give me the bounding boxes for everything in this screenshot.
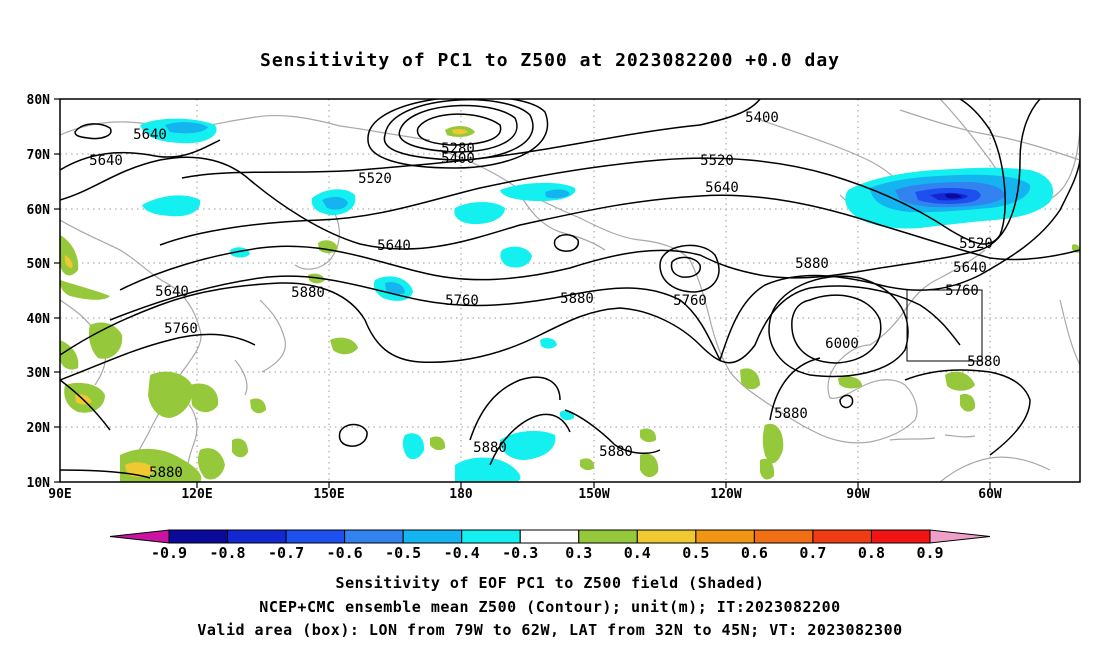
contour-label: 5880: [560, 291, 594, 307]
contour-label: 5640: [133, 127, 167, 143]
lon-label: 90E: [48, 487, 71, 502]
contour-label: 6000: [825, 336, 859, 352]
contour-label: 5640: [89, 153, 123, 169]
contour-label: 5880: [291, 285, 325, 301]
contour-label: 5880: [149, 465, 183, 481]
contour-label: 5760: [673, 293, 707, 309]
contour-label: 5400: [441, 151, 475, 167]
lon-label: 60W: [978, 487, 1002, 502]
lat-label: 60N: [27, 203, 51, 218]
contour-label: 5760: [164, 321, 198, 337]
lon-label: 120E: [181, 487, 212, 502]
contour-label: 5400: [745, 110, 779, 126]
lon-label: 150W: [578, 487, 609, 502]
lat-label: 20N: [27, 421, 51, 436]
contour-label: 5880: [774, 406, 808, 422]
contour-label: 5880: [967, 354, 1001, 370]
lon-label: 90W: [846, 487, 870, 502]
negative-sensitivity-patches: [140, 118, 1054, 482]
tick-marks: [54, 98, 991, 488]
lon-label: 150E: [313, 487, 344, 502]
lon-label: 180: [449, 487, 473, 502]
contour-label: 5640: [155, 284, 189, 300]
map-title: Sensitivity of PC1 to Z500 at 2023082200…: [259, 50, 840, 71]
contour-label: 5760: [945, 283, 979, 299]
contour-label: 5520: [700, 153, 734, 169]
caption-shaded: Sensitivity of EOF PC1 to Z500 field (Sh…: [335, 574, 765, 592]
sensitivity-shading: [60, 118, 1080, 482]
contour-label: 5520: [959, 236, 993, 252]
coastlines: [60, 99, 1080, 482]
contour-label: 5520: [358, 171, 392, 187]
lat-label: 50N: [27, 257, 51, 272]
caption-contour: NCEP+CMC ensemble mean Z500 (Contour); u…: [259, 598, 841, 616]
valid-area-box: [906, 289, 983, 362]
lat-label: 80N: [27, 93, 51, 108]
contour-label: 5880: [599, 444, 633, 460]
contour-label: 5280: [441, 141, 475, 157]
lat-label: 10N: [27, 476, 51, 491]
contour-label: 5640: [377, 238, 411, 254]
contour-label: 5880: [473, 440, 507, 456]
contour-label: 5640: [705, 180, 739, 196]
grid-lines: [60, 99, 1080, 482]
contour-label: 5760: [445, 293, 479, 309]
lat-label: 70N: [27, 148, 51, 163]
caption-valid-area: Valid area (box): LON from 79W to 62W, L…: [197, 621, 903, 639]
lon-label: 120W: [710, 487, 741, 502]
plot-frame: [59, 98, 1081, 483]
z500-contours: [60, 99, 1080, 479]
contour-label: 5880: [795, 256, 829, 272]
lat-label: 30N: [27, 366, 51, 381]
contour-label: 5640: [953, 260, 987, 276]
lat-label: 40N: [27, 312, 51, 327]
